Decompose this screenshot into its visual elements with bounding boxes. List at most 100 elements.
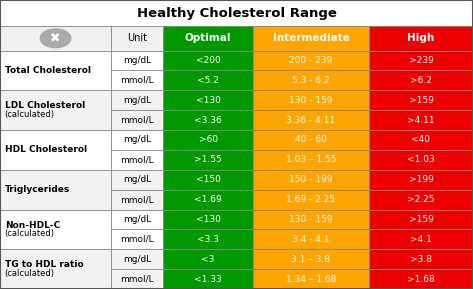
Bar (253, 26, 369, 51)
Bar (369, 190, 473, 210)
Bar (163, 26, 253, 51)
Bar (111, 130, 163, 150)
Text: mmol/L: mmol/L (120, 155, 154, 164)
Bar (163, 269, 253, 289)
Bar (0, 210, 111, 249)
Text: 130 - 159: 130 - 159 (289, 215, 333, 224)
Bar (111, 90, 163, 110)
Text: 3.4 - 4.1: 3.4 - 4.1 (292, 235, 330, 244)
Bar (253, 170, 369, 190)
Bar (253, 110, 369, 130)
Text: 1.34 – 1.68: 1.34 – 1.68 (286, 275, 336, 284)
Text: LDL Cholesterol: LDL Cholesterol (5, 101, 85, 110)
Bar (253, 71, 369, 90)
Bar (369, 90, 473, 110)
Bar (253, 269, 369, 289)
Text: >6.2: >6.2 (410, 76, 432, 85)
Text: >4.11: >4.11 (407, 116, 435, 125)
Bar (369, 51, 473, 71)
Text: High: High (407, 33, 435, 43)
Bar (0, 170, 111, 210)
Text: 3.36 - 4.11: 3.36 - 4.11 (287, 116, 335, 125)
Text: mg/dL: mg/dL (123, 56, 151, 65)
Bar (253, 51, 369, 71)
Bar (369, 249, 473, 269)
Text: >199: >199 (409, 175, 433, 184)
Bar (111, 210, 163, 229)
Bar (111, 110, 163, 130)
Bar (163, 170, 253, 190)
Text: 130 - 159: 130 - 159 (289, 96, 333, 105)
Bar (111, 269, 163, 289)
Text: >3.8: >3.8 (410, 255, 432, 264)
Text: >159: >159 (409, 215, 433, 224)
Text: Optimal: Optimal (185, 33, 231, 43)
Text: <150: <150 (196, 175, 220, 184)
Text: >1.55: >1.55 (194, 155, 222, 164)
Bar (369, 210, 473, 229)
Circle shape (40, 29, 71, 48)
Text: mmol/L: mmol/L (120, 235, 154, 244)
Bar (0, 130, 111, 170)
Text: Healthy Cholesterol Range: Healthy Cholesterol Range (137, 7, 336, 19)
Bar (111, 26, 163, 51)
Bar (253, 130, 369, 150)
Text: <1.33: <1.33 (194, 275, 222, 284)
Text: mmol/L: mmol/L (120, 116, 154, 125)
Text: Total Cholesterol: Total Cholesterol (5, 66, 91, 75)
Bar (253, 90, 369, 110)
Text: <3.3: <3.3 (197, 235, 219, 244)
Bar (369, 229, 473, 249)
Bar (163, 150, 253, 170)
Bar (0, 249, 111, 289)
Bar (369, 26, 473, 51)
Bar (253, 190, 369, 210)
Text: 200 - 239: 200 - 239 (289, 56, 333, 65)
Text: <3: <3 (201, 255, 215, 264)
Text: mmol/L: mmol/L (120, 76, 154, 85)
Text: mmol/L: mmol/L (120, 275, 154, 284)
Bar (369, 130, 473, 150)
Bar (163, 51, 253, 71)
Text: (calculated): (calculated) (5, 229, 55, 238)
Bar (163, 71, 253, 90)
Text: <40: <40 (412, 136, 430, 144)
Text: <3.36: <3.36 (194, 116, 222, 125)
Text: mmol/L: mmol/L (120, 195, 154, 204)
Text: Triglycerides: Triglycerides (5, 185, 70, 194)
Text: 5.3 - 6.2: 5.3 - 6.2 (292, 76, 330, 85)
Text: 1.03 – 1.55: 1.03 – 1.55 (286, 155, 336, 164)
Bar (111, 190, 163, 210)
Bar (163, 249, 253, 269)
Bar (253, 210, 369, 229)
Bar (111, 150, 163, 170)
Text: Unit: Unit (127, 33, 147, 43)
Bar (163, 229, 253, 249)
Text: HDL Cholesterol: HDL Cholesterol (5, 145, 87, 154)
Bar (0, 26, 111, 51)
Bar (253, 229, 369, 249)
Text: >4.1: >4.1 (410, 235, 432, 244)
Text: 1.69 - 2.25: 1.69 - 2.25 (287, 195, 335, 204)
Text: <200: <200 (196, 56, 220, 65)
Text: Intermediate: Intermediate (272, 33, 350, 43)
Text: (calculated): (calculated) (5, 110, 55, 119)
Text: mg/dL: mg/dL (123, 96, 151, 105)
Text: mg/dL: mg/dL (123, 175, 151, 184)
Text: 150 - 199: 150 - 199 (289, 175, 333, 184)
Bar (111, 71, 163, 90)
Text: ✖: ✖ (50, 32, 61, 45)
Text: 40 - 60: 40 - 60 (295, 136, 327, 144)
Bar (163, 110, 253, 130)
Bar (369, 170, 473, 190)
Bar (0, 51, 111, 90)
Bar (369, 110, 473, 130)
Bar (163, 130, 253, 150)
Bar (163, 190, 253, 210)
Text: >1.68: >1.68 (407, 275, 435, 284)
Text: TG to HDL ratio: TG to HDL ratio (5, 260, 83, 269)
Text: mg/dL: mg/dL (123, 255, 151, 264)
Text: <1.03: <1.03 (407, 155, 435, 164)
Bar (163, 210, 253, 229)
Text: <1.69: <1.69 (194, 195, 222, 204)
